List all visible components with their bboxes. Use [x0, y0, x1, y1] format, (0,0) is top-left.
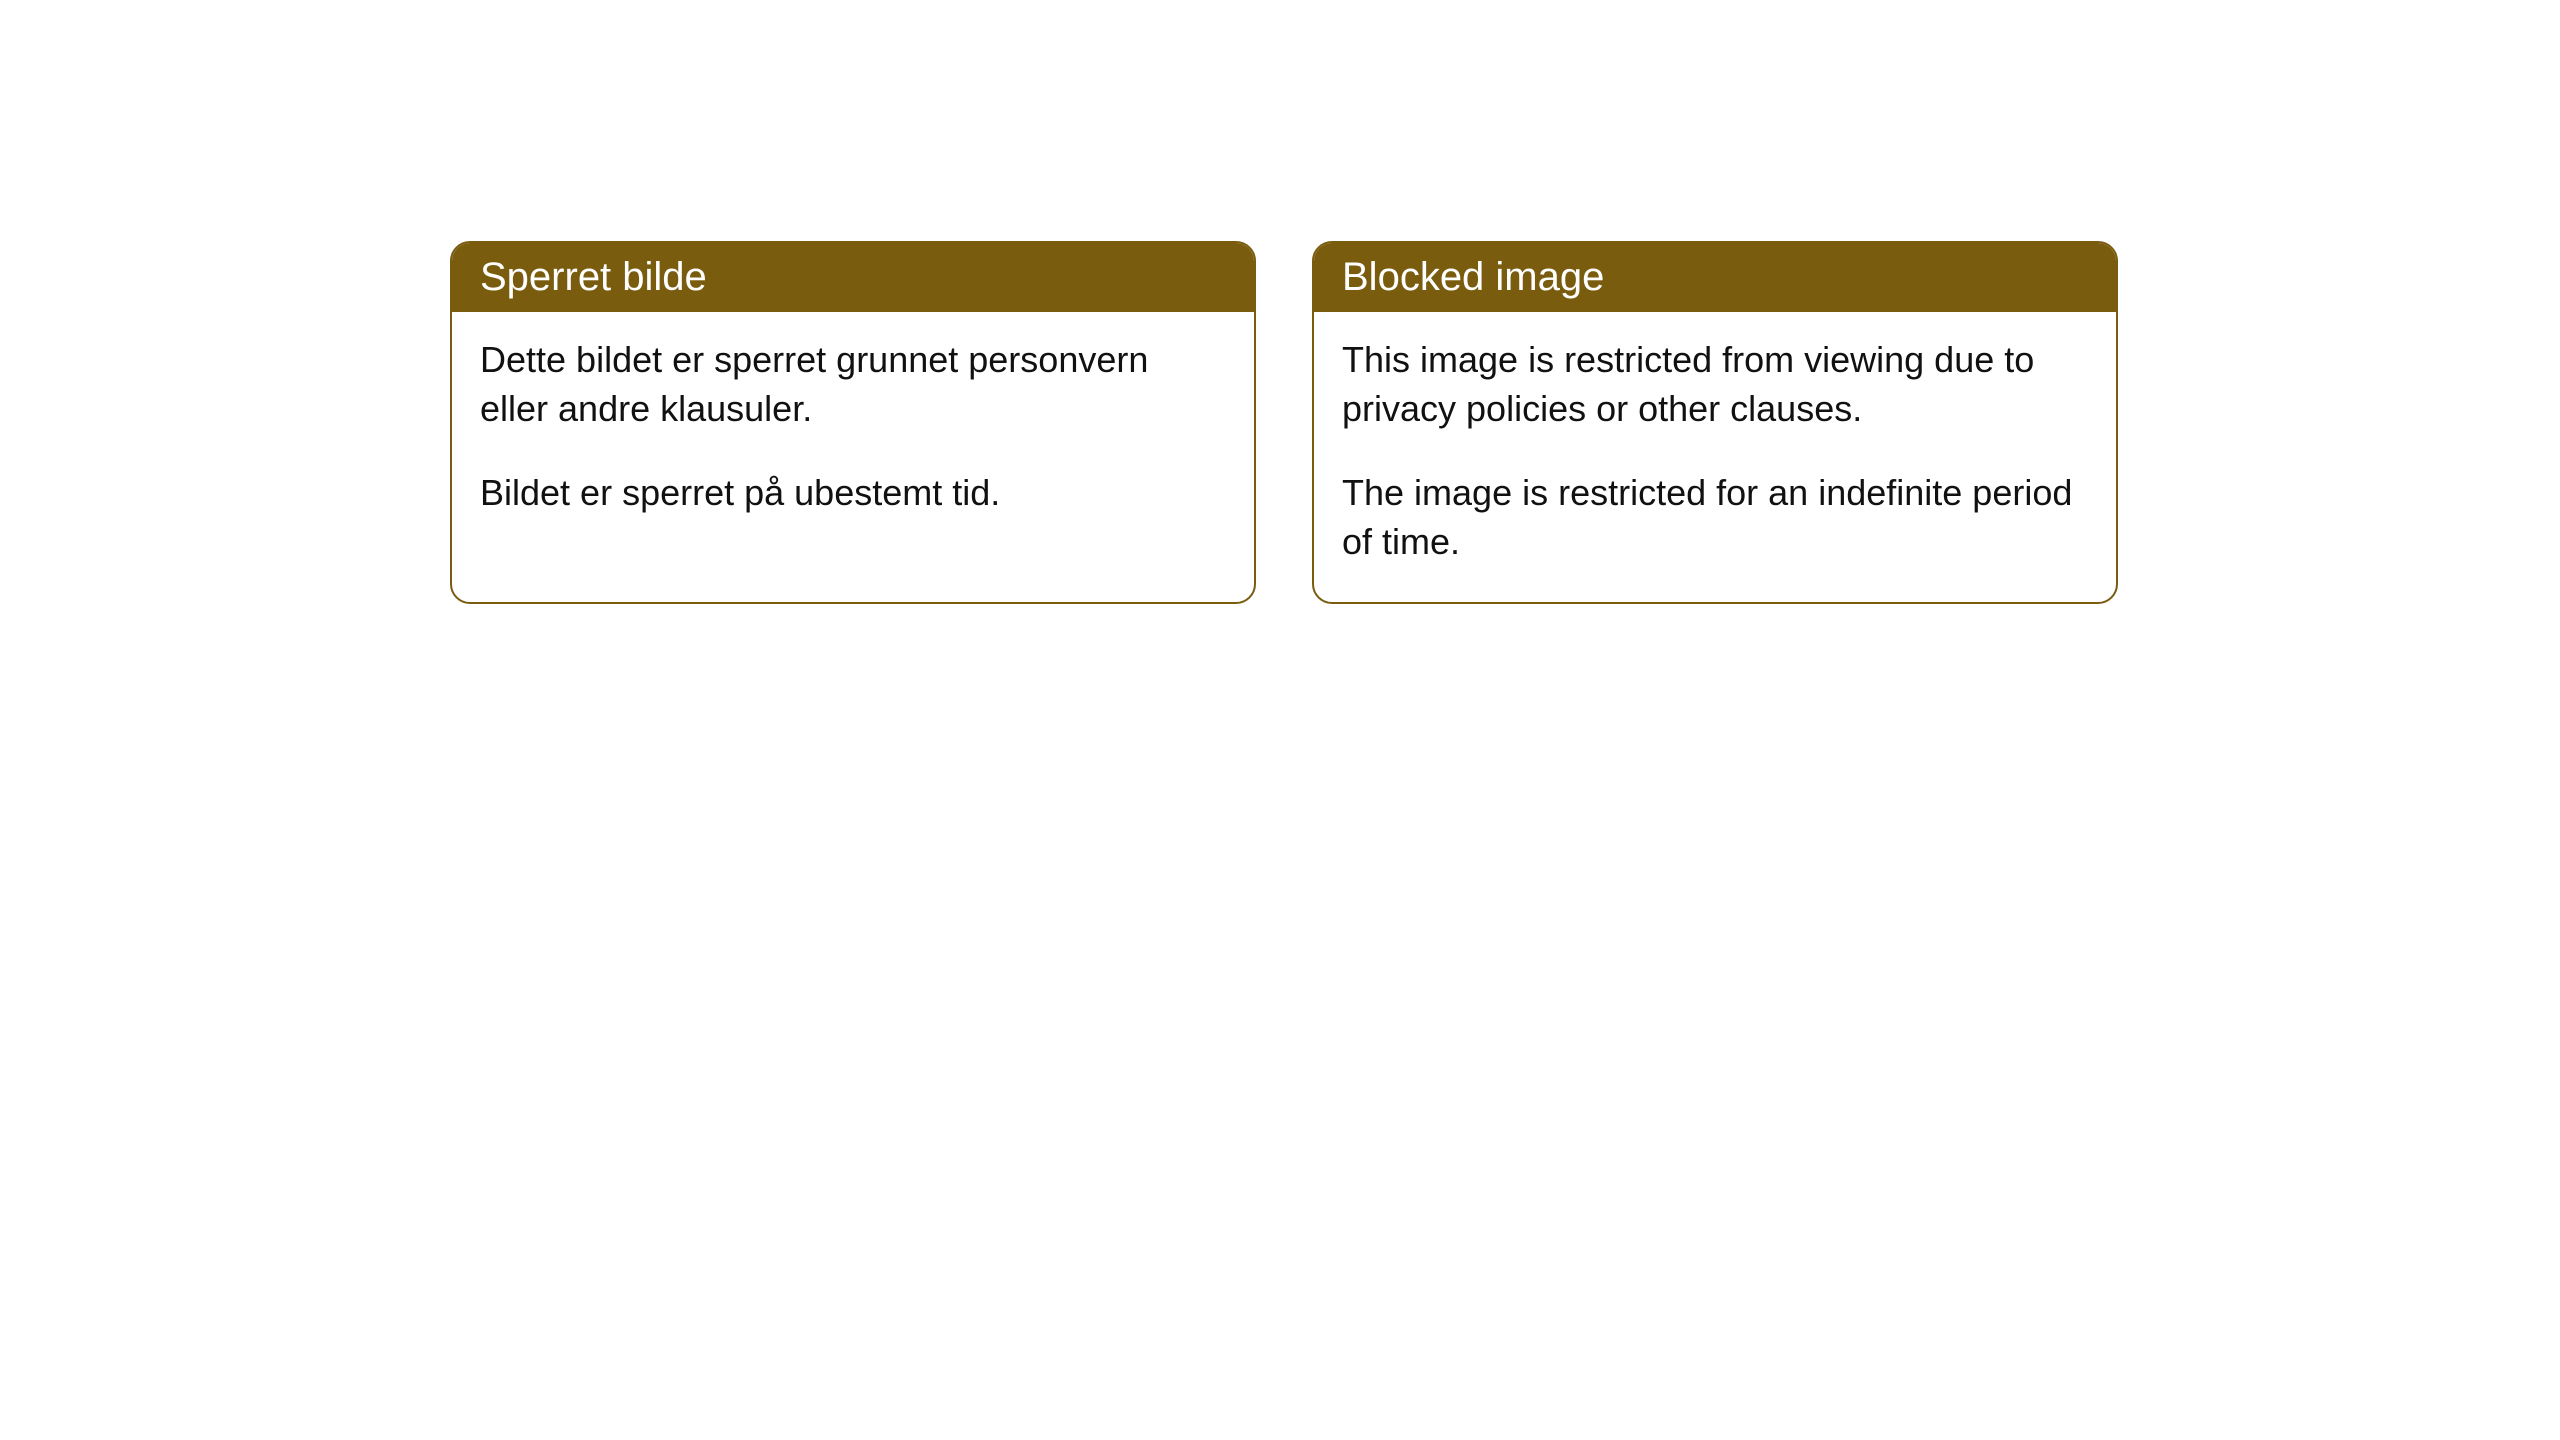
notice-card-norwegian: Sperret bilde Dette bildet er sperret gr…: [450, 241, 1256, 604]
card-header-norwegian: Sperret bilde: [452, 243, 1254, 312]
card-header-english: Blocked image: [1314, 243, 2116, 312]
card-paragraph: Dette bildet er sperret grunnet personve…: [480, 336, 1226, 433]
card-paragraph: The image is restricted for an indefinit…: [1342, 469, 2088, 566]
card-paragraph: Bildet er sperret på ubestemt tid.: [480, 469, 1226, 518]
notice-cards-container: Sperret bilde Dette bildet er sperret gr…: [450, 241, 2118, 604]
card-body-english: This image is restricted from viewing du…: [1314, 312, 2116, 602]
card-paragraph: This image is restricted from viewing du…: [1342, 336, 2088, 433]
notice-card-english: Blocked image This image is restricted f…: [1312, 241, 2118, 604]
card-body-norwegian: Dette bildet er sperret grunnet personve…: [452, 312, 1254, 554]
